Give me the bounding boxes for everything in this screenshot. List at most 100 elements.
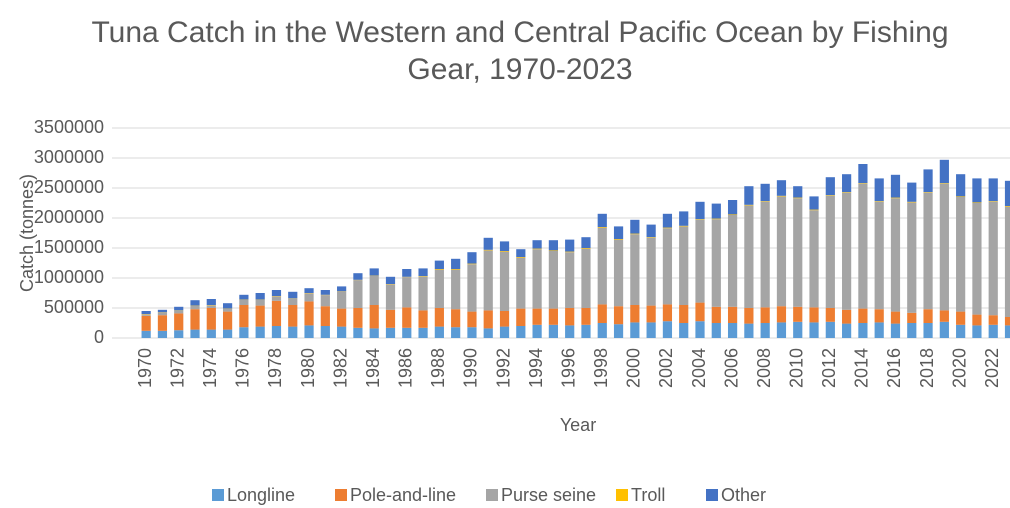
bar-segment [776,196,787,307]
y-tick-label: 1500000 [34,237,104,257]
bar-segment [760,323,770,338]
bar-segment [972,203,982,315]
bar-segment [825,195,835,308]
bar-segment [939,183,949,184]
x-tick-label: 1994 [526,348,546,388]
bar-segment [565,252,575,308]
bar-segment [337,291,347,309]
bar-segment [385,327,396,338]
bar-segment [646,305,656,323]
bar-segment [825,195,835,196]
bar-segment [793,321,803,338]
bar-segment [271,290,282,296]
bar-segment [711,203,721,219]
y-tick-label: 3500000 [34,117,104,137]
bar-segment [174,306,184,311]
bar-segment [499,311,510,327]
bar-segment [581,324,591,338]
bar-segment [565,308,575,326]
x-tick-label: 1974 [200,348,220,388]
bar-segment [418,276,428,277]
x-tick-label: 2006 [721,348,741,388]
bar-segment [304,293,314,302]
y-tick-label: 2500000 [34,177,104,197]
bar-segment [141,311,151,314]
bar-segment [467,252,477,264]
bar-segment [565,239,575,252]
bar-segment [939,321,949,338]
bar-segment [890,198,901,312]
bar-segment [402,307,412,328]
x-tick-label: 1986 [396,348,416,388]
bar-segment [907,202,917,313]
bar-segment [548,251,558,309]
bar-segment [320,306,330,326]
legend-swatch [616,489,628,501]
bar-segment [630,322,640,338]
bar-segment [825,177,835,196]
x-tick-label: 1978 [265,348,285,388]
bar-segment [565,325,575,338]
x-tick-label: 1998 [591,348,611,388]
bar-segment [499,241,510,251]
bar-segment [613,239,624,307]
x-tick-label: 2020 [949,348,969,388]
x-tick-label: 2016 [884,348,904,388]
bar-segment [613,226,624,239]
bar-segment [1004,206,1010,317]
bar-segment [939,159,949,184]
bar-segment [760,183,770,202]
bar-segment [776,306,787,323]
bar-segment [548,240,558,251]
bar-segment [548,308,558,325]
bar-segment [304,288,314,293]
bar-segment [288,326,298,338]
bar-segment [369,275,379,305]
bar-segment [646,237,656,238]
bar-segment [825,308,835,322]
bar-segment [532,308,542,325]
bar-segment [630,305,640,323]
bar-segment [222,303,233,309]
bar-segment [385,284,396,310]
bar-segment [613,324,624,338]
bar-segment [858,323,868,338]
bar-segment [858,183,868,309]
bar-segment [581,248,591,308]
x-tick-label: 1982 [330,348,350,388]
legend-swatch [335,489,347,501]
bar-segment [141,315,151,331]
bar-segment [320,326,330,338]
bar-segment [304,325,314,338]
bar-segment [239,305,249,328]
bar-segment [597,304,607,323]
bar-segment [239,299,249,305]
bar-segment [516,249,526,257]
legend-swatch [706,489,718,501]
bar-segment [451,269,461,270]
bar-segment [1004,206,1010,207]
bar-segment [467,311,477,328]
bar-segment [760,307,770,323]
bar-segment [874,201,884,202]
bar-segment [727,306,738,323]
bar-segment [483,310,493,329]
bar-segment [516,308,526,326]
bar-segment [972,178,982,203]
bar-segment [695,321,705,338]
bar-segment [842,323,852,338]
bar-segment [923,192,933,310]
bar-segment [271,300,282,326]
y-tick-label: 1000000 [34,267,104,287]
bar-segment [483,328,493,338]
bar-segment [874,322,884,338]
bar-segment [613,239,624,240]
bar-segment [890,311,901,324]
x-tick-label: 1992 [493,348,513,388]
y-axis-label: Catch (tonnes) [17,174,37,292]
bar-segment [679,226,689,305]
x-tick-label: 1970 [135,348,155,388]
bar-segment [695,201,705,220]
bar-segment [842,192,852,310]
bar-segment [369,268,379,276]
